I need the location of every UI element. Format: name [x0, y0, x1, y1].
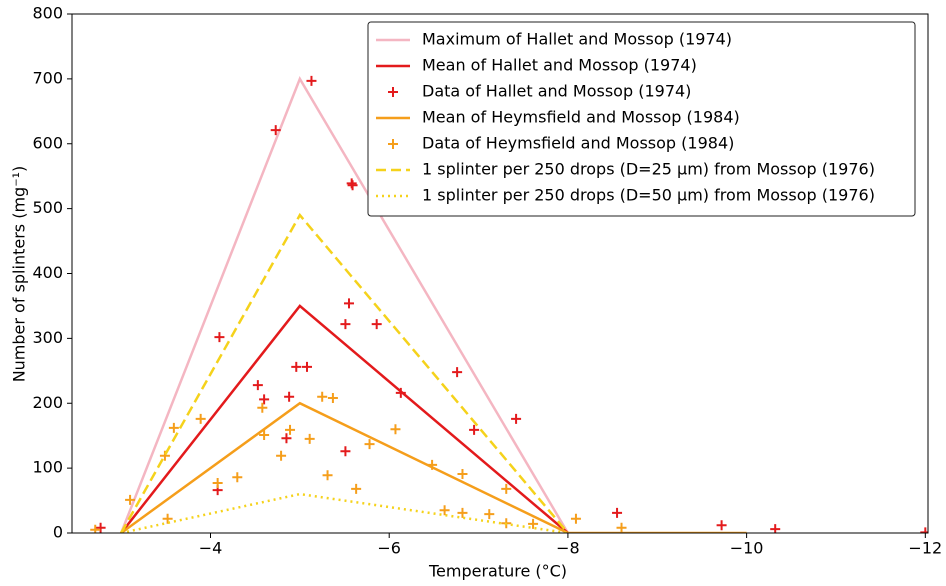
data-point	[259, 430, 270, 441]
legend-label: Data of Hallet and Mossop (1974)	[422, 82, 691, 101]
x-tick-label: −10	[730, 539, 764, 558]
data-point	[612, 507, 623, 518]
x-tick-label: −4	[199, 539, 223, 558]
data-point	[351, 483, 362, 494]
y-tick-label: 200	[32, 393, 63, 412]
y-tick-label: 100	[32, 458, 63, 477]
data-point	[528, 518, 539, 529]
y-tick-label: 500	[32, 198, 63, 217]
data-point	[304, 433, 315, 444]
data-point	[616, 522, 627, 533]
data-point	[327, 393, 338, 404]
y-axis-label: Number of splinters (mg⁻¹)	[10, 166, 29, 383]
data-point	[232, 472, 243, 483]
data-point	[395, 387, 406, 398]
series-line	[119, 76, 569, 533]
data-point	[95, 522, 106, 533]
data-point	[214, 332, 225, 343]
series-line	[120, 304, 569, 533]
data-point	[306, 75, 317, 86]
y-tick-label: 800	[32, 4, 63, 23]
legend-box	[367, 21, 916, 217]
data-point	[285, 424, 296, 435]
data-point	[457, 468, 468, 479]
data-point	[322, 470, 333, 481]
x-axis-label: Temperature (°C)	[428, 562, 567, 581]
data-point	[212, 478, 223, 489]
data-point	[276, 450, 287, 461]
series-line	[120, 492, 569, 533]
data-point	[452, 367, 463, 378]
data-point	[270, 125, 281, 136]
series-line	[120, 401, 747, 533]
data-point	[195, 413, 206, 424]
data-point	[301, 361, 312, 372]
data-point	[716, 520, 727, 531]
data-point	[457, 507, 468, 518]
data-point	[125, 494, 136, 505]
data-point	[364, 439, 375, 450]
plot-frame	[71, 13, 929, 534]
data-point	[343, 298, 354, 309]
y-tick-label: 0	[53, 523, 63, 542]
data-point	[511, 413, 522, 424]
data-point	[252, 380, 263, 391]
legend-label: 1 splinter per 250 drops (D=50 µm) from …	[422, 186, 875, 205]
legend-label: Maximum of Hallet and Mossop (1974)	[422, 30, 732, 49]
x-tick-label: −8	[556, 539, 580, 558]
x-tick-label: −12	[908, 539, 942, 558]
data-point	[439, 505, 450, 516]
data-point	[570, 513, 581, 524]
x-tick-label: −6	[377, 539, 401, 558]
data-point	[284, 391, 295, 402]
plot	[90, 75, 928, 533]
data-point	[159, 450, 170, 461]
data-point	[427, 459, 438, 470]
data-point	[347, 180, 358, 191]
series-line	[120, 212, 569, 533]
data-point	[371, 319, 382, 330]
legend-label: Mean of Hallet and Mossop (1974)	[422, 56, 697, 75]
data-point	[501, 483, 512, 494]
data-point	[259, 394, 270, 405]
legend-label: Mean of Heymsfield and Mossop (1984)	[422, 108, 740, 127]
y-tick-label: 700	[32, 68, 63, 87]
data-point	[340, 319, 351, 330]
data-point	[257, 402, 268, 413]
y-tick-label: 400	[32, 263, 63, 282]
data-point	[484, 509, 495, 520]
y-tick-label: 300	[32, 328, 63, 347]
y-tick-label: 600	[32, 133, 63, 152]
legend-label: Data of Heymsfield and Mossop (1984)	[422, 134, 734, 153]
legend-label: 1 splinter per 250 drops (D=25 µm) from …	[422, 160, 875, 179]
data-point	[770, 524, 781, 533]
data-point	[90, 524, 101, 533]
legend-marker	[388, 139, 398, 149]
data-point	[469, 424, 480, 435]
data-point	[390, 424, 401, 435]
data-point	[317, 391, 328, 402]
data-point	[162, 513, 173, 524]
legend-marker	[388, 87, 398, 97]
data-point	[281, 433, 292, 444]
data-point	[168, 422, 179, 433]
data-point	[920, 527, 928, 533]
data-point	[340, 446, 351, 457]
data-point	[291, 361, 302, 372]
